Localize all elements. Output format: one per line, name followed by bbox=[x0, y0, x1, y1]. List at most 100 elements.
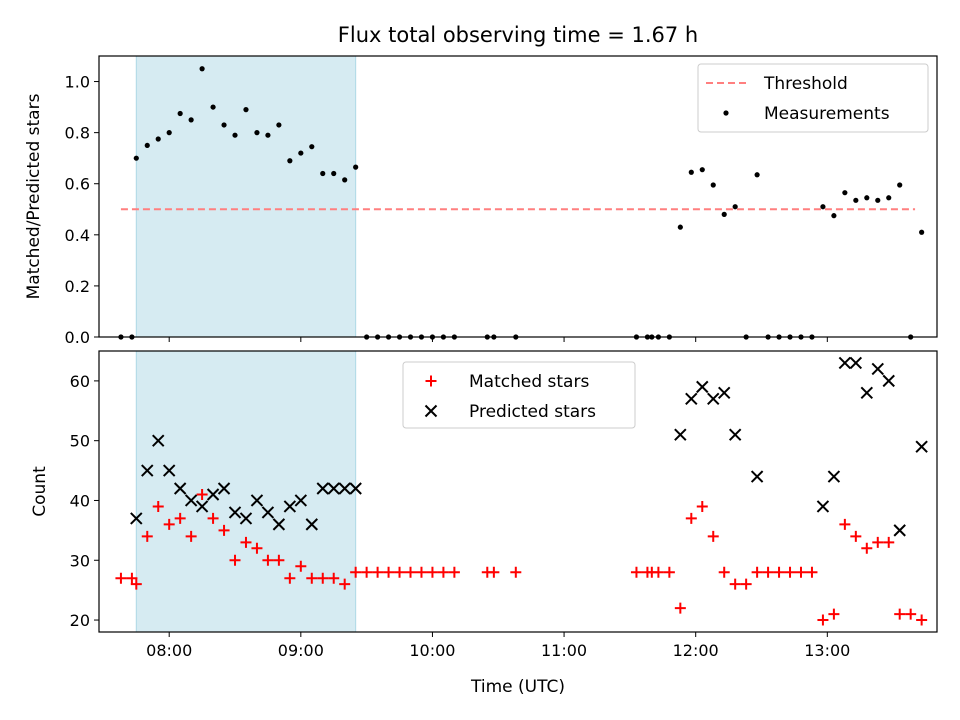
predicted-star-point bbox=[827, 470, 841, 483]
matched-star-point bbox=[361, 566, 373, 578]
matched-star-point bbox=[707, 530, 719, 542]
matched-star-point bbox=[630, 566, 642, 578]
measurement-point bbox=[886, 195, 892, 201]
matched-star-point bbox=[141, 530, 153, 542]
measurement-point bbox=[842, 190, 848, 196]
series-matched-stars bbox=[115, 488, 928, 626]
measurement-point bbox=[820, 204, 826, 210]
predicted-star-point bbox=[141, 464, 154, 477]
measurement-point bbox=[199, 66, 205, 72]
shaded-interval-band bbox=[136, 56, 356, 337]
legend-label: Predicted stars bbox=[469, 402, 596, 422]
matched-star-point bbox=[773, 566, 785, 578]
measurement-point bbox=[265, 132, 271, 138]
predicted-star-point bbox=[860, 386, 874, 400]
measurement-point bbox=[232, 132, 238, 138]
matched-star-point bbox=[916, 614, 928, 626]
matched-star-point bbox=[784, 566, 796, 578]
predicted-star-point bbox=[261, 506, 275, 519]
matched-star-point bbox=[806, 566, 818, 578]
measurement-point bbox=[210, 104, 216, 110]
matched-star-point bbox=[795, 566, 807, 578]
predicted-star-point bbox=[250, 494, 264, 507]
predicted-star-point bbox=[195, 500, 209, 513]
legend-marker bbox=[723, 110, 729, 116]
predicted-star-point bbox=[696, 380, 709, 394]
x-tick-label: 13:00 bbox=[804, 641, 850, 660]
matched-star-point bbox=[663, 566, 675, 578]
predicted-star-point bbox=[871, 362, 884, 376]
predicted-star-point bbox=[272, 518, 286, 531]
predicted-star-point bbox=[893, 524, 906, 537]
figure-title: Flux total observing time = 1.67 h bbox=[338, 23, 698, 47]
y-tick-label: 50 bbox=[70, 432, 90, 451]
predicted-star-point bbox=[707, 392, 720, 406]
predicted-star-point bbox=[838, 356, 852, 370]
top-legend: Threshold Measurements bbox=[697, 63, 929, 133]
bottom-shaded-interval bbox=[135, 351, 357, 632]
matched-star-point bbox=[861, 542, 873, 554]
measurement-point bbox=[919, 229, 925, 235]
predicted-star-point bbox=[816, 500, 830, 513]
y-tick-label: 40 bbox=[70, 491, 90, 510]
y-tick-label: 0.8 bbox=[65, 124, 90, 143]
matched-star-point bbox=[729, 578, 741, 590]
matched-star-point bbox=[196, 488, 208, 500]
top-axes: 0.0 0.2 0.4 0.6 0.8 1.0 bbox=[65, 73, 828, 347]
predicted-star-point bbox=[162, 464, 176, 477]
matched-star-point bbox=[839, 518, 851, 530]
measurement-point bbox=[243, 107, 249, 113]
matched-star-point bbox=[488, 566, 500, 578]
bottom-legend: Matched stars Predicted stars bbox=[402, 361, 636, 429]
measurement-point bbox=[177, 110, 183, 117]
y-tick-label: 0.0 bbox=[65, 328, 90, 347]
legend-label: Threshold bbox=[763, 74, 848, 94]
measurement-point bbox=[688, 169, 694, 175]
legend-box bbox=[402, 361, 636, 429]
y-tick-label: 1.0 bbox=[65, 73, 90, 92]
top-y-axis-label: Matched/Predicted stars bbox=[24, 93, 44, 299]
measurement-point bbox=[331, 170, 337, 177]
predicted-star-point bbox=[316, 482, 329, 495]
top-panel-ratio: 0.0 0.2 0.4 0.6 0.8 1.0 Matched/Predicted sta… bbox=[24, 55, 938, 347]
measurement-point bbox=[853, 197, 859, 203]
measurement-point bbox=[732, 204, 738, 210]
matched-star-point bbox=[872, 536, 884, 548]
predicted-star-point bbox=[338, 482, 351, 495]
predicted-star-point bbox=[849, 356, 863, 370]
matched-star-point bbox=[174, 512, 186, 524]
predicted-star-point bbox=[882, 374, 895, 388]
matched-star-point bbox=[328, 572, 340, 584]
matched-star-point bbox=[718, 566, 730, 578]
matched-star-point bbox=[894, 608, 906, 620]
x-tick-label: 09:00 bbox=[278, 641, 324, 660]
matched-star-point bbox=[218, 524, 230, 536]
predicted-star-point bbox=[294, 494, 308, 507]
matched-star-point bbox=[207, 512, 219, 524]
matched-star-point bbox=[273, 554, 285, 566]
measurement-point bbox=[721, 211, 727, 217]
measurement-point bbox=[754, 172, 760, 178]
measurement-point bbox=[342, 177, 348, 183]
measurement-point bbox=[144, 142, 150, 149]
matched-star-point bbox=[383, 566, 395, 578]
top-shaded-interval bbox=[135, 56, 357, 337]
legend-marker bbox=[425, 375, 437, 387]
matched-star-point bbox=[372, 566, 384, 578]
matched-star-point bbox=[905, 608, 917, 620]
measurement-point bbox=[254, 130, 260, 136]
top-plot-frame bbox=[98, 55, 938, 338]
legend-label: Measurements bbox=[764, 104, 890, 124]
measurement-point bbox=[221, 122, 227, 128]
matched-star-point bbox=[251, 542, 263, 554]
matched-star-point bbox=[415, 566, 427, 578]
matched-star-point bbox=[163, 518, 175, 530]
predicted-star-point bbox=[750, 470, 764, 483]
predicted-star-point bbox=[685, 392, 698, 406]
predicted-star-point bbox=[915, 440, 928, 453]
matched-star-point bbox=[284, 572, 296, 584]
matched-star-point bbox=[510, 566, 522, 578]
matched-star-point bbox=[696, 500, 708, 512]
measurement-point bbox=[320, 170, 326, 177]
